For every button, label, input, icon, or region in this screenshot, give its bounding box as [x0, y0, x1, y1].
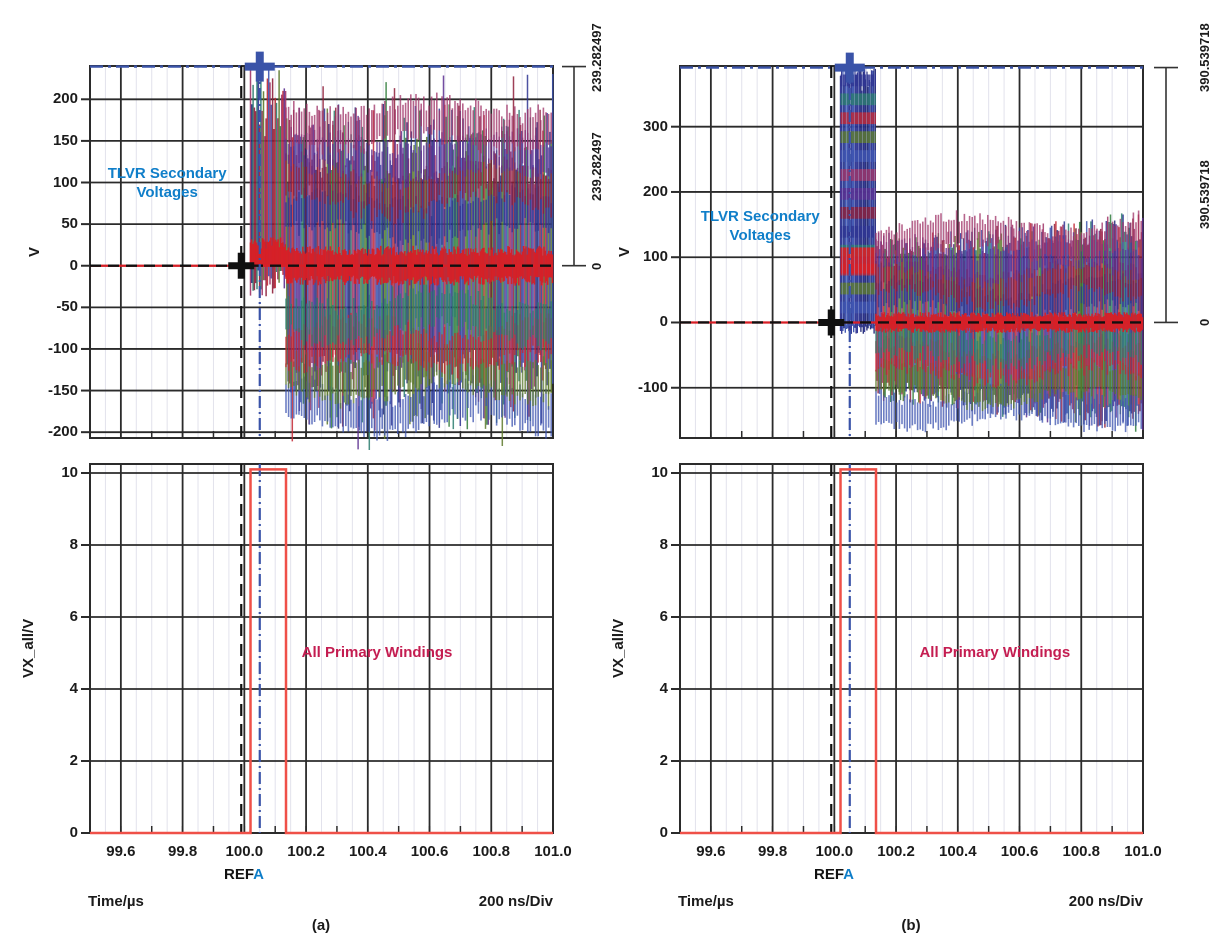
cursor-value-label-a: 239.282497 — [589, 23, 604, 93]
y-tick-label: 0 — [659, 313, 668, 331]
ref-text: REF — [223, 866, 254, 883]
annotation-primary-windings-a: All Primary Windings — [301, 644, 453, 661]
y-tick-label: 6 — [659, 608, 668, 625]
y-tick-label: -100 — [47, 339, 78, 357]
panel-label-a: (a) — [311, 917, 331, 934]
y-axis-label-b-bottom: VX_all/V — [610, 618, 627, 679]
x-tick-label: 100.0 — [225, 843, 264, 860]
y-tick-label: -100 — [637, 378, 668, 396]
y-axis-label-a-bottom: VX_all/V — [20, 618, 37, 679]
x-tick-label: 100.4 — [939, 843, 977, 860]
x-tick-label: 99.8 — [757, 843, 788, 860]
y-tick-label: 100 — [52, 173, 78, 191]
x-tick-label: 99.6 — [106, 843, 136, 860]
y-tick-label: 2 — [659, 752, 668, 769]
y-tick-label: 200 — [52, 90, 78, 108]
x-tick-label: 100.2 — [287, 843, 325, 860]
x-tick-label: 100.4 — [349, 843, 387, 860]
y-tick-label: 4 — [69, 680, 78, 697]
annotation-secondary-voltages-a: TLVR Secondary Voltages — [107, 164, 227, 201]
y-tick-label: 8 — [69, 536, 78, 553]
ref-text: REF — [813, 866, 844, 883]
plot-a_top — [81, 51, 586, 451]
y-tick-label: -50 — [56, 298, 78, 316]
y-tick-label: 2 — [69, 752, 78, 769]
per-div-label-a: 200 ns/Div — [478, 893, 553, 910]
y-tick-label: 10 — [61, 464, 78, 481]
y-tick-label: 8 — [659, 536, 668, 553]
panel-label-b: (b) — [901, 917, 921, 934]
y-tick-label: 200 — [642, 182, 668, 200]
y-tick-label: 150 — [52, 131, 78, 149]
y-tick-label: -150 — [47, 381, 78, 399]
ref-cursor-label-a: REFA — [209, 866, 279, 883]
ref-value-label-b: 0 — [1197, 318, 1212, 326]
x-tick-label: 100.2 — [877, 843, 915, 860]
y-tick-label: 0 — [659, 824, 668, 841]
annotation-secondary-voltages-b: TLVR Secondary Voltages — [700, 207, 820, 244]
time-axis-label-a: Time/µs — [88, 893, 144, 910]
y-tick-label: 300 — [642, 117, 668, 135]
x-tick-label: 100.6 — [1000, 843, 1039, 860]
x-tick-label: 101.0 — [1124, 843, 1162, 860]
y-tick-label: 6 — [69, 608, 78, 625]
annotation-primary-windings-b: All Primary Windings — [919, 644, 1071, 661]
y-tick-label: 0 — [69, 824, 78, 841]
delta-value-label-b: 390.539718 — [1197, 160, 1212, 230]
cursor-value-label-b: 390.539718 — [1197, 23, 1212, 93]
plot-b_bot — [671, 463, 1144, 835]
plot-a_bot — [81, 463, 554, 835]
x-tick-label: 99.6 — [696, 843, 726, 860]
waveform-a_top — [249, 69, 554, 451]
y-tick-label: -200 — [47, 423, 78, 441]
per-div-label-b: 200 ns/Div — [1068, 893, 1143, 910]
delta-value-label-a: 239.282497 — [589, 132, 604, 201]
y-tick-label: 4 — [659, 680, 668, 697]
x-tick-label: 100.8 — [472, 843, 511, 860]
ref-value-label-a: 0 — [589, 262, 604, 270]
y-tick-label: 50 — [61, 215, 78, 233]
time-axis-label-b: Time/µs — [678, 893, 734, 910]
x-tick-label: 100.6 — [410, 843, 449, 860]
x-tick-label: 100.0 — [815, 843, 854, 860]
plot-b_top — [671, 52, 1178, 439]
x-tick-label: 99.8 — [167, 843, 198, 860]
ref-letter: A — [843, 866, 855, 883]
x-tick-label: 100.8 — [1062, 843, 1101, 860]
ref-cursor-label-b: REFA — [799, 866, 869, 883]
ref-letter: A — [253, 866, 265, 883]
waveform-b_top — [839, 68, 1144, 433]
x-tick-label: 101.0 — [534, 843, 572, 860]
y-tick-label: 0 — [69, 256, 78, 274]
y-tick-label: 100 — [642, 248, 668, 266]
y-tick-label: 10 — [651, 464, 668, 481]
